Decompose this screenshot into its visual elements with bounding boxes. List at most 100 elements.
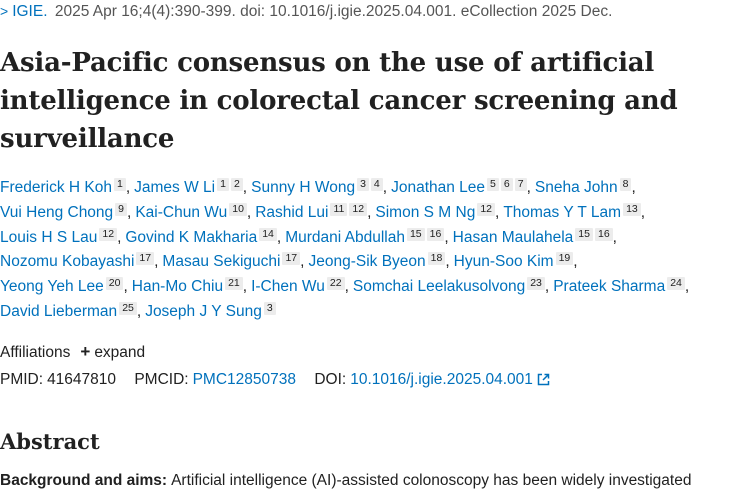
author-link[interactable]: I-Chen Wu [251,278,325,296]
author-list: Frederick H Koh 1, James W Li 1 2, Sunny H Wo… [0,176,745,325]
affiliation-number-button[interactable]: 14 [259,227,277,241]
affiliation-number-button[interactable]: 9 [115,202,128,216]
author-line: Nozomu Kobayashi 17, Masau Sekiguchi 17, Jeo… [0,250,745,275]
author-line: Yeong Yeh Lee 20, Han-Mo Chiu 21, I-Chen Wu 2… [0,275,745,300]
author-separator: , [276,228,282,246]
plus-icon: + [80,342,91,361]
affiliation-number-button[interactable]: 16 [594,227,613,241]
author-separator: , [495,203,500,221]
background-label: Background and aims: [0,472,168,489]
author-separator: , [631,179,636,196]
external-link-icon[interactable] [537,373,550,391]
affiliation-number-button[interactable]: 20 [105,277,124,291]
expand-label: expand [94,344,146,361]
author-separator: , [444,228,449,246]
author-link[interactable]: Sunny H Wong [251,179,356,196]
author-link[interactable]: Jeong-Sik Byeon [308,253,426,271]
affiliation-number-button[interactable]: 19 [555,252,574,266]
affiliation-number-button[interactable]: 21 [225,277,243,291]
citation-line: > IGIE. 2025 Apr 16;4(4):390-399. doi: 10… [0,3,612,21]
background-text: Artificial intelligence (AI)-assisted co… [171,472,692,489]
author-link[interactable]: Govind K Makharia [125,228,258,246]
author-link[interactable]: James W Li [134,179,216,196]
author-link[interactable]: Frederick H Koh [0,179,112,196]
identifiers-line: PMID: 41647810 PMCID: PMC12850738 DOI: 10.1… [0,371,550,391]
author-separator: , [640,203,646,221]
affiliation-number-button[interactable]: 5 [487,178,499,191]
affiliation-number-button[interactable]: 12 [99,227,118,241]
pmcid-link[interactable]: PMC12850738 [192,371,297,388]
author-separator: , [117,228,122,246]
affiliation-number-button[interactable]: 17 [282,252,301,266]
author-link[interactable]: Jonathan Lee [391,179,486,196]
author-separator: , [344,278,349,296]
affiliations-section: Affiliations + expand [0,342,145,362]
affiliation-number-button[interactable]: 17 [136,252,155,266]
affiliation-number-button[interactable]: 15 [575,227,593,241]
author-line: Vui Heng Chong 9, Kai-Chun Wu 10, Rashid Lui… [0,201,745,226]
affiliation-number-button[interactable]: 7 [514,178,527,191]
affiliation-number-button[interactable]: 8 [619,178,632,191]
author-link[interactable]: Vui Heng Chong [0,203,114,221]
affiliation-number-button[interactable]: 11 [330,202,348,216]
author-separator: , [367,203,372,221]
author-separator: , [684,278,690,296]
author-link[interactable]: Prateek Sharma [553,278,666,296]
author-link[interactable]: Masau Sekiguchi [162,253,281,271]
author-link[interactable]: Thomas Y T Lam [503,203,622,221]
author-separator: , [382,179,388,196]
affiliation-number-button[interactable]: 18 [427,252,446,266]
affiliation-number-button[interactable]: 2 [230,178,243,191]
affiliation-number-button[interactable]: 10 [229,202,247,216]
author-link[interactable]: Murdani Abdullah [285,228,405,246]
affiliation-number-button[interactable]: 13 [623,202,641,216]
affiliation-number-button[interactable]: 16 [426,227,445,241]
author-separator: , [242,278,248,296]
affiliation-number-button[interactable]: 3 [263,301,276,315]
author-separator: , [125,179,131,196]
affiliation-number-button[interactable]: 24 [667,277,685,291]
author-link[interactable]: Joseph J Y Sung [145,302,262,320]
author-separator: , [242,179,248,196]
author-link[interactable]: Somchai Leelakusolvong [352,278,526,296]
author-link[interactable]: Sneha John [534,179,618,196]
affiliation-number-button[interactable]: 25 [119,301,137,315]
affiliation-number-button[interactable]: 12 [349,202,368,216]
author-line: Frederick H Koh 1, James W Li 1 2, Sunny H Wo… [0,176,745,201]
journal-link[interactable]: IGIE. [12,3,48,20]
affiliation-number-button[interactable]: 22 [326,277,345,291]
author-separator: , [612,228,617,246]
author-separator: , [246,203,252,221]
affiliation-number-button[interactable]: 3 [357,178,369,191]
author-link[interactable]: Rashid Lui [255,203,329,221]
abstract-background-paragraph: Background and aims: Artificial intellige… [0,472,750,490]
author-link[interactable]: Hyun-Soo Kim [453,253,554,271]
citation-details: 2025 Apr 16;4(4):390-399. doi: 10.1016/j… [54,3,613,20]
author-separator: , [154,253,159,271]
author-separator: , [445,253,450,271]
affiliation-number-button[interactable]: 4 [370,178,383,191]
author-separator: , [300,253,305,271]
pmid-value: 41647810 [47,371,117,388]
expand-affiliations-button[interactable]: + expand [70,342,146,361]
affiliation-number-button[interactable]: 6 [500,178,513,191]
author-link[interactable]: Hasan Maulahela [452,228,574,246]
author-link[interactable]: Yeong Yeh Lee [0,278,104,296]
affiliation-number-button[interactable]: 12 [477,202,495,216]
author-link[interactable]: David Lieberman [0,302,118,320]
author-separator: , [127,203,132,221]
author-link[interactable]: Han-Mo Chiu [131,278,224,296]
affiliation-number-button[interactable]: 15 [406,227,425,241]
affiliation-number-button[interactable]: 1 [217,178,229,191]
pmid-label: PMID: [0,371,44,388]
author-separator: , [123,278,128,296]
chevron-right-icon[interactable]: > [0,3,9,19]
author-link[interactable]: Kai-Chun Wu [135,203,228,221]
author-separator: , [544,278,550,296]
author-link[interactable]: Simon S M Ng [375,203,476,221]
author-link[interactable]: Nozomu Kobayashi [0,253,135,271]
doi-link[interactable]: 10.1016/j.igie.2025.04.001 [350,371,533,388]
affiliation-number-button[interactable]: 23 [527,277,545,291]
affiliation-number-button[interactable]: 1 [113,178,126,191]
author-link[interactable]: Louis H S Lau [0,228,98,246]
